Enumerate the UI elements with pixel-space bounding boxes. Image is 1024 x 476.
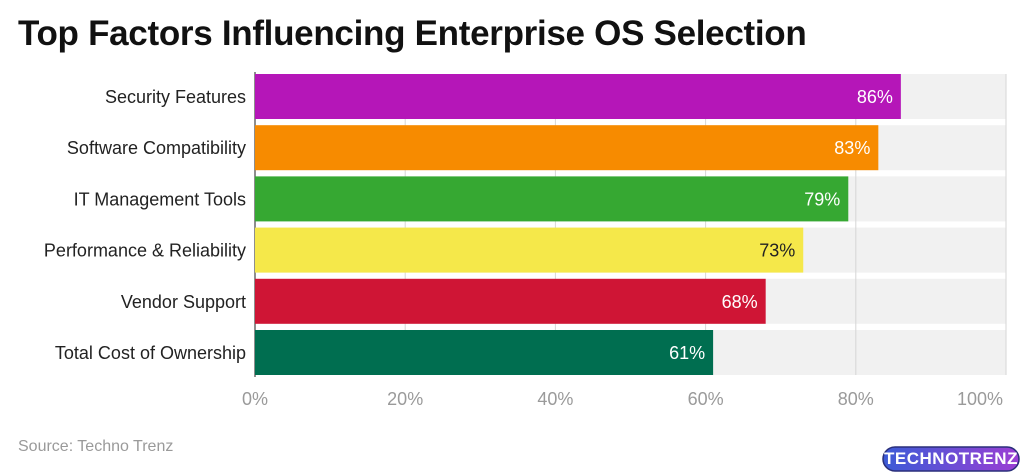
category-label: Vendor Support xyxy=(121,292,246,312)
data-label: 79% xyxy=(804,189,840,209)
x-tick-label: 100% xyxy=(957,389,1003,409)
bar xyxy=(255,176,849,222)
data-label: 86% xyxy=(857,87,893,107)
category-label: Security Features xyxy=(105,87,246,107)
bar xyxy=(255,74,901,119)
category-label: Performance & Reliability xyxy=(44,241,246,261)
bar xyxy=(255,227,804,273)
technotrenz-logo: TECHNOTRENZ xyxy=(882,446,1020,472)
x-tick-label: 80% xyxy=(838,389,874,409)
x-tick-label: 40% xyxy=(537,389,573,409)
data-label: 68% xyxy=(722,292,758,312)
bar xyxy=(255,125,879,171)
bar xyxy=(255,330,714,375)
category-label: Software Compatibility xyxy=(67,138,246,158)
chart-title: Top Factors Influencing Enterprise OS Se… xyxy=(18,14,807,53)
data-label: 73% xyxy=(759,241,795,261)
bar xyxy=(255,278,766,324)
x-tick-label: 60% xyxy=(688,389,724,409)
x-tick-label: 20% xyxy=(387,389,423,409)
bar-chart: Security Features 86% Software Compatibili… xyxy=(44,72,1007,409)
x-tick-label: 0% xyxy=(242,389,268,409)
data-label: 61% xyxy=(669,343,705,363)
data-label: 83% xyxy=(834,138,870,158)
logo-text: TECHNOTRENZ xyxy=(884,449,1018,468)
source-note: Source: Techno Trenz xyxy=(18,438,174,455)
category-label: IT Management Tools xyxy=(74,189,246,209)
category-label: Total Cost of Ownership xyxy=(55,343,246,363)
